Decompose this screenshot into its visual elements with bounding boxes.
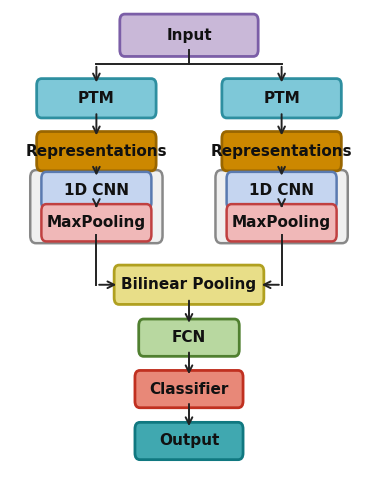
FancyBboxPatch shape xyxy=(30,170,163,243)
Text: Representations: Representations xyxy=(26,144,167,159)
FancyBboxPatch shape xyxy=(227,172,337,209)
Text: Input: Input xyxy=(166,28,212,43)
FancyBboxPatch shape xyxy=(120,14,258,56)
Text: PTM: PTM xyxy=(78,91,115,106)
Text: 1D CNN: 1D CNN xyxy=(64,183,129,198)
FancyBboxPatch shape xyxy=(139,319,239,356)
FancyBboxPatch shape xyxy=(222,79,341,118)
FancyBboxPatch shape xyxy=(135,422,243,460)
Text: 1D CNN: 1D CNN xyxy=(249,183,314,198)
FancyBboxPatch shape xyxy=(135,370,243,408)
Text: PTM: PTM xyxy=(263,91,300,106)
FancyBboxPatch shape xyxy=(114,265,264,304)
Text: FCN: FCN xyxy=(172,330,206,345)
FancyBboxPatch shape xyxy=(37,132,156,171)
Text: MaxPooling: MaxPooling xyxy=(232,215,331,230)
FancyBboxPatch shape xyxy=(215,170,348,243)
Text: Representations: Representations xyxy=(211,144,352,159)
Text: Bilinear Pooling: Bilinear Pooling xyxy=(121,277,257,292)
FancyBboxPatch shape xyxy=(41,204,151,241)
FancyBboxPatch shape xyxy=(37,79,156,118)
FancyBboxPatch shape xyxy=(41,172,151,209)
Text: Output: Output xyxy=(159,433,219,449)
Text: MaxPooling: MaxPooling xyxy=(47,215,146,230)
Text: Classifier: Classifier xyxy=(149,382,229,397)
FancyBboxPatch shape xyxy=(222,132,341,171)
FancyBboxPatch shape xyxy=(227,204,337,241)
